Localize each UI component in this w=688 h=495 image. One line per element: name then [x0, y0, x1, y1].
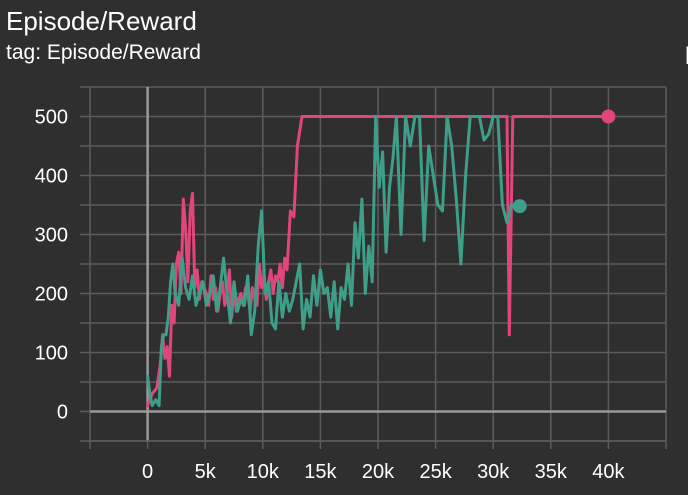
edge-handle: |	[685, 44, 688, 64]
x-tick-label: 15k	[304, 461, 337, 483]
series-endpoint-1	[601, 109, 616, 124]
y-tick-label: 300	[35, 225, 68, 247]
chart-title: Episode/Reward	[6, 6, 197, 36]
x-tick-label: 35k	[535, 461, 568, 483]
chart-tag: tag: Episode/Reward	[6, 41, 201, 64]
y-tick-label: 100	[35, 343, 68, 365]
x-tick-label: 25k	[419, 461, 452, 483]
series-layer	[146, 109, 616, 408]
x-tick-label: 10k	[247, 461, 280, 483]
x-tick-label: 20k	[362, 461, 395, 483]
series-line-2	[146, 115, 522, 408]
y-tick-label: 400	[35, 166, 68, 188]
x-tick-label: 5k	[195, 461, 217, 483]
x-tick-label: 40k	[592, 461, 625, 483]
tick-label-layer: 0 5k 10k 15k 20k 25k 30k 35k 40k 0 100 200 300 400 500	[35, 107, 626, 484]
series-endpoint-2	[512, 199, 527, 214]
y-tick-label: 200	[35, 284, 68, 306]
y-tick-label: 500	[35, 107, 68, 129]
axis-layer	[80, 86, 667, 449]
y-tick-label: 0	[57, 402, 68, 424]
x-tick-label: 0	[142, 461, 153, 483]
x-tick-label: 30k	[477, 461, 510, 483]
